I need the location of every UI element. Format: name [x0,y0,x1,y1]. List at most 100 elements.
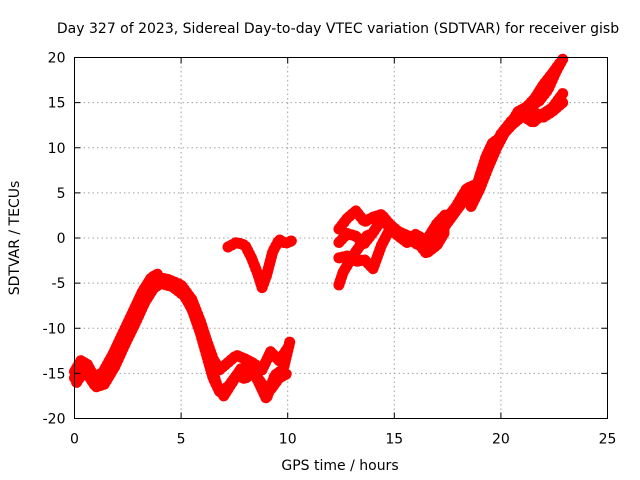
data-point [253,270,262,279]
data-point [343,214,352,223]
data-point [206,362,215,371]
data-point [219,391,228,400]
x-tick-labels: 0 5 10 15 20 25 [70,432,616,448]
data-point [224,358,232,367]
series-pass-2c [154,277,296,405]
data-point [556,58,565,66]
series-pass-1b [69,268,164,382]
data-point [245,362,254,371]
axis-ticks [74,57,608,419]
y-tick-labels: -20 -15 -10 -5 0 5 10 15 20 [43,51,66,428]
data-point [253,376,262,385]
data-point [471,188,480,197]
data-point [200,340,209,349]
data-point [285,337,294,346]
data-point [539,80,548,89]
data-point [377,241,386,250]
series-markers [154,277,296,405]
series-pass-5d [469,56,567,199]
data-point [241,354,250,363]
y-tick-label: -5 [52,276,66,292]
y-axis-label: SDTVAR / TECUs [7,181,23,296]
data-point [258,365,267,374]
data-point [262,394,271,403]
y-tick-label: 10 [48,141,66,157]
x-tick-label: 25 [599,432,617,448]
data-point [345,257,354,266]
data-point [358,238,367,247]
x-tick-label: 5 [177,432,186,448]
data-point [76,356,85,365]
data-point [369,213,377,222]
data-point [558,89,567,98]
data-point [364,229,373,238]
data-point [422,249,431,258]
data-point [334,238,343,247]
data-point [111,362,119,371]
x-tick-label: 20 [492,432,510,448]
data-point [462,192,471,201]
data-point [467,202,476,211]
data-point [91,382,100,391]
data-point [339,268,348,277]
data-point [247,253,256,262]
data-point [268,247,277,256]
x-tick-label: 10 [279,432,297,448]
data-point [351,232,360,241]
data-point [411,235,420,244]
data-point [505,122,514,131]
y-tick-label: -15 [43,366,66,382]
data-point [140,298,149,307]
data-point [121,338,130,347]
data-point [270,371,279,380]
y-tick-label: 20 [48,51,66,67]
data-point [192,313,200,322]
data-point [548,104,557,112]
data-point [369,264,377,273]
data-point [452,206,461,215]
data-point [241,374,250,383]
data-point [232,351,241,360]
data-point [514,107,522,116]
data-point [496,132,505,141]
data-point [377,210,386,219]
data-series [69,53,569,405]
data-point [394,227,403,236]
data-point [275,235,284,244]
data-point [72,378,81,387]
data-point [213,382,222,390]
data-point [279,364,288,373]
data-point [343,229,352,238]
chart-title: Day 327 of 2023, Sidereal Day-to-day VTE… [57,21,619,37]
data-point [262,271,271,280]
data-point [181,292,190,301]
series-pass-4d [333,228,375,291]
data-point [85,373,94,381]
data-point [266,347,275,356]
y-tick-label: 0 [57,231,66,247]
data-point [528,118,537,127]
x-axis-label: GPS time / hours [281,458,398,474]
data-point [351,247,360,256]
series-markers [469,56,567,199]
data-point [224,243,232,251]
data-point [100,380,109,389]
y-tick-label: 5 [57,186,66,202]
data-point [258,283,267,292]
data-point [241,241,250,250]
data-point [351,206,360,215]
data-point [441,221,450,230]
data-point [531,94,539,103]
data-point [548,69,557,78]
y-tick-label: 15 [48,96,66,112]
data-point [334,280,343,289]
data-point [236,364,245,373]
series-pass-5b [440,88,569,231]
data-point [83,360,92,369]
series-markers [222,234,298,294]
data-point [232,238,241,247]
data-point [79,368,87,377]
data-point [386,220,394,229]
data-point [539,109,548,118]
